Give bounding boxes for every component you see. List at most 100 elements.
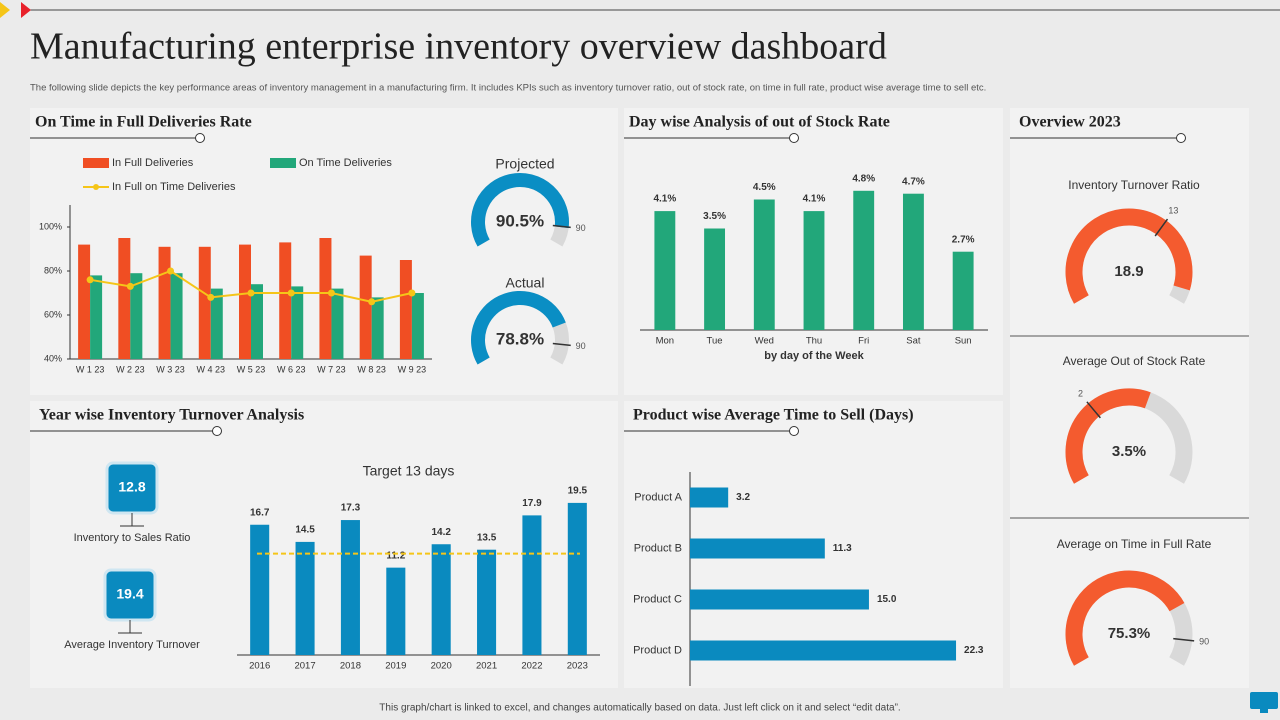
bar bbox=[704, 228, 726, 330]
gauge-value-label: 18.9 bbox=[1114, 263, 1143, 280]
bar bbox=[340, 520, 360, 655]
title-dot bbox=[195, 133, 205, 143]
bar bbox=[319, 238, 332, 359]
gauge-target bbox=[552, 342, 571, 347]
point bbox=[207, 293, 215, 301]
x-tick-label: Tue bbox=[707, 336, 723, 347]
value-label: 11.2 bbox=[386, 550, 405, 561]
value-label: 3.2 bbox=[736, 492, 750, 503]
panel bbox=[30, 401, 618, 688]
bar bbox=[690, 589, 869, 610]
gauge-value-label: 78.8% bbox=[496, 329, 544, 348]
value-label: 4.5% bbox=[753, 182, 776, 193]
x-tick-label: 2019 bbox=[385, 661, 406, 672]
x-tick-label: W 7 23 bbox=[317, 364, 346, 374]
legend-swatch bbox=[83, 158, 109, 168]
gauge-title: Average on Time in Full Rate bbox=[1057, 537, 1212, 551]
x-tick-label: 2016 bbox=[249, 661, 270, 672]
gauge-value bbox=[471, 173, 569, 247]
gauge-value bbox=[1065, 388, 1151, 484]
x-tick-label: W 4 23 bbox=[197, 364, 226, 374]
bar bbox=[170, 273, 183, 359]
bar bbox=[654, 211, 676, 330]
x-tick-label: Mon bbox=[656, 336, 674, 347]
y-tick-label: 60% bbox=[44, 309, 62, 319]
legend-swatch bbox=[93, 184, 99, 190]
panel-title: Day wise Analysis of out of Stock Rate bbox=[629, 114, 890, 131]
bar bbox=[118, 238, 131, 359]
value-label: 11.3 bbox=[833, 543, 852, 554]
bar bbox=[853, 190, 875, 330]
point bbox=[327, 289, 335, 297]
bar bbox=[399, 260, 412, 359]
gauge-value-label: 75.3% bbox=[1108, 625, 1151, 642]
point bbox=[86, 276, 94, 284]
bar bbox=[251, 284, 263, 359]
x-tick-label: 2022 bbox=[521, 661, 542, 672]
gauge-title: Inventory Turnover Ratio bbox=[1068, 178, 1200, 192]
y-tick-label: Product B bbox=[634, 542, 682, 554]
panel-title: On Time in Full Deliveries Rate bbox=[35, 114, 252, 131]
title-dot bbox=[1176, 133, 1186, 143]
y-tick-label: Product C bbox=[633, 593, 682, 605]
title-dot bbox=[789, 133, 799, 143]
point bbox=[408, 289, 416, 297]
kpi-value: 19.4 bbox=[116, 586, 143, 602]
y-tick-label: Product D bbox=[633, 644, 682, 656]
gauge-target-label: 2 bbox=[1078, 389, 1083, 399]
x-tick-label: 2021 bbox=[476, 661, 497, 672]
x-tick-label: 2017 bbox=[294, 661, 315, 672]
title-dot bbox=[212, 426, 222, 436]
bar bbox=[952, 251, 974, 330]
x-tick-label: Thu bbox=[806, 336, 822, 347]
legend-label: In Full on Time Deliveries bbox=[112, 181, 236, 193]
x-tick-label: 2020 bbox=[431, 661, 452, 672]
value-label: 2.7% bbox=[952, 234, 975, 245]
target-label: Target 13 days bbox=[363, 463, 455, 479]
x-tick-label: 2018 bbox=[340, 661, 361, 672]
title-dot bbox=[789, 426, 799, 436]
gauge-title: Actual bbox=[506, 275, 545, 291]
kpi-value: 12.8 bbox=[118, 479, 145, 495]
x-tick-label: W 1 23 bbox=[76, 364, 105, 374]
panel-title: Product wise Average Time to Sell (Days) bbox=[633, 407, 914, 424]
bar bbox=[198, 246, 211, 359]
x-tick-label: Sun bbox=[955, 336, 972, 347]
bar bbox=[210, 288, 223, 359]
value-label: 14.5 bbox=[295, 525, 315, 536]
value-label: 17.9 bbox=[522, 498, 542, 509]
monitor-icon bbox=[1250, 692, 1278, 709]
x-tick-label: W 9 23 bbox=[398, 364, 427, 374]
bar bbox=[158, 246, 171, 359]
gauge-value bbox=[471, 291, 566, 365]
y-tick-label: 100% bbox=[39, 221, 62, 231]
x-tick-label: Sat bbox=[906, 336, 921, 347]
value-label: 4.7% bbox=[902, 176, 925, 187]
value-label: 15.0 bbox=[877, 594, 897, 605]
value-label: 4.1% bbox=[653, 194, 676, 205]
bar bbox=[239, 244, 251, 359]
bar bbox=[477, 549, 497, 655]
bar bbox=[411, 293, 424, 359]
gauge-value-label: 90.5% bbox=[496, 211, 544, 230]
gauge-target bbox=[1154, 218, 1169, 237]
gauge-target bbox=[1086, 401, 1101, 419]
point bbox=[287, 289, 295, 297]
gauge-title: Average Out of Stock Rate bbox=[1063, 354, 1206, 368]
value-label: 4.1% bbox=[803, 194, 826, 205]
panel-title: Overview 2023 bbox=[1019, 114, 1121, 131]
ornament bbox=[0, 2, 10, 18]
bar bbox=[250, 524, 270, 655]
x-tick-label: W 5 23 bbox=[237, 364, 266, 374]
bar bbox=[371, 297, 384, 359]
y-tick-label: 80% bbox=[44, 265, 62, 275]
x-tick-label: W 6 23 bbox=[277, 364, 306, 374]
footer-note: This graph/chart is linked to excel, and… bbox=[379, 703, 900, 714]
bar bbox=[291, 286, 304, 359]
value-label: 22.3 bbox=[964, 645, 984, 656]
bar bbox=[78, 244, 91, 359]
bar bbox=[753, 199, 775, 330]
gauge-value bbox=[1065, 208, 1193, 304]
bar bbox=[295, 541, 315, 655]
legend-label: In Full Deliveries bbox=[112, 157, 194, 169]
